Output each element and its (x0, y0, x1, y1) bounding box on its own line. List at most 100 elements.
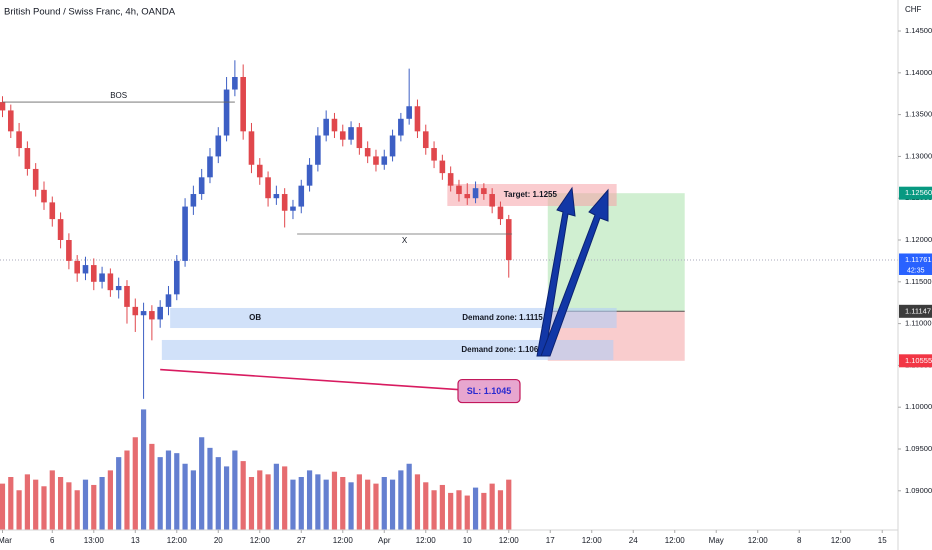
volume-bar (389, 479, 396, 530)
y-tick-label: 1.14000 (905, 68, 932, 77)
chart-title: British Pound / Swiss Franc, 4h, OANDA (4, 7, 176, 18)
zone-label: Demand zone: 1.1062 (461, 345, 543, 354)
candle-body (414, 106, 421, 132)
candle-body (207, 156, 213, 178)
candle-body (306, 164, 313, 186)
volume-bar (282, 466, 288, 530)
candle-body (489, 194, 495, 207)
volume-bar (406, 463, 412, 530)
candle-body (190, 194, 197, 207)
volume-bar (165, 450, 172, 530)
currency: CHF (905, 5, 922, 14)
y-tick-label: 1.13000 (905, 151, 932, 160)
volume-bar (381, 477, 387, 530)
volume-bar (149, 443, 155, 530)
candle-body (132, 306, 139, 316)
volume-bar (423, 482, 429, 530)
volume-bar (506, 479, 512, 530)
volume-bar (132, 437, 138, 530)
candle-body (223, 89, 230, 136)
volume-bar (248, 477, 255, 530)
y-tick-label: 1.13500 (905, 110, 932, 119)
volume-bar (82, 479, 89, 530)
volume-bar (57, 477, 64, 530)
volume-bar (439, 484, 445, 530)
candle-body (165, 294, 172, 307)
candle-body (456, 185, 462, 195)
volume-bar (464, 495, 470, 530)
volume-bar (116, 457, 122, 530)
x-tick-label: 12:00 (665, 536, 686, 545)
volume-bar (124, 450, 130, 530)
volume-bar (456, 490, 462, 530)
candle-body (265, 177, 271, 199)
candle-body (439, 160, 446, 174)
candle-body (422, 131, 429, 149)
timer-bg (899, 265, 932, 275)
candle-body (256, 164, 263, 178)
volume-bar (16, 490, 22, 530)
volume-bar (497, 490, 504, 530)
volume-bar (199, 437, 205, 530)
candle-body (290, 206, 296, 211)
x-tick-label: 8 (797, 536, 802, 545)
volume-bar (323, 479, 329, 530)
candle-body (57, 219, 64, 241)
candle-body (82, 265, 89, 274)
volume-bar (66, 482, 72, 530)
candle-body (381, 156, 388, 165)
volume-bar (74, 490, 80, 530)
x-tick-label: 24 (629, 536, 638, 545)
x-tick-label: 12:00 (167, 536, 188, 545)
arrow (536, 186, 576, 357)
volume-bar (306, 470, 313, 530)
y-tick-label: 1.12000 (905, 235, 932, 244)
y-tick-label: 1.11500 (905, 277, 932, 286)
volume-bar (348, 482, 354, 530)
candle-body (348, 127, 354, 140)
volume-bar (431, 490, 437, 530)
candle-body (398, 118, 404, 136)
volume-bar (232, 450, 238, 530)
volume-bar (414, 474, 421, 530)
y-tick-label: 1.09000 (905, 486, 932, 495)
candle-body (140, 311, 147, 316)
candle-body (364, 148, 371, 157)
volume-bar (489, 483, 495, 530)
candle-body (464, 194, 471, 199)
candle-body (115, 285, 122, 291)
candle-body (481, 188, 487, 195)
candle-body (232, 76, 238, 90)
volume-bar (41, 486, 47, 530)
candle-body (273, 194, 280, 199)
candle-body (16, 131, 22, 149)
volume-bar (140, 409, 147, 530)
candle-body (323, 118, 329, 136)
volume-bar (207, 447, 213, 530)
price-tag-label: 1.12560 (905, 188, 932, 197)
x-tick-label: 15 (878, 536, 887, 545)
candle-body (0, 102, 6, 111)
x-tick-label: 12:00 (333, 536, 354, 545)
y-tick-label: 1.10000 (905, 402, 932, 411)
volume-bar (182, 463, 188, 530)
target-label: Target: 1.1255 (504, 190, 558, 199)
candle-body (281, 194, 288, 211)
candle-body (90, 265, 97, 282)
demand-zone (170, 307, 617, 329)
candle-body (315, 135, 321, 165)
candle-body (248, 131, 255, 165)
x-tick-label: 12:00 (831, 536, 852, 545)
x-tick-label: 12:00 (748, 536, 769, 545)
price-axis-bg (898, 0, 932, 550)
x-tick-label: 10 (463, 536, 472, 545)
volume-bar (331, 471, 338, 530)
candle-body (157, 306, 163, 320)
demand-zone (161, 339, 614, 360)
price-tag-label: 1.11147 (905, 306, 931, 315)
volume-bar (365, 479, 371, 530)
volume-bar (240, 461, 246, 530)
volume-bar (174, 453, 180, 530)
x-label: X (402, 236, 408, 245)
